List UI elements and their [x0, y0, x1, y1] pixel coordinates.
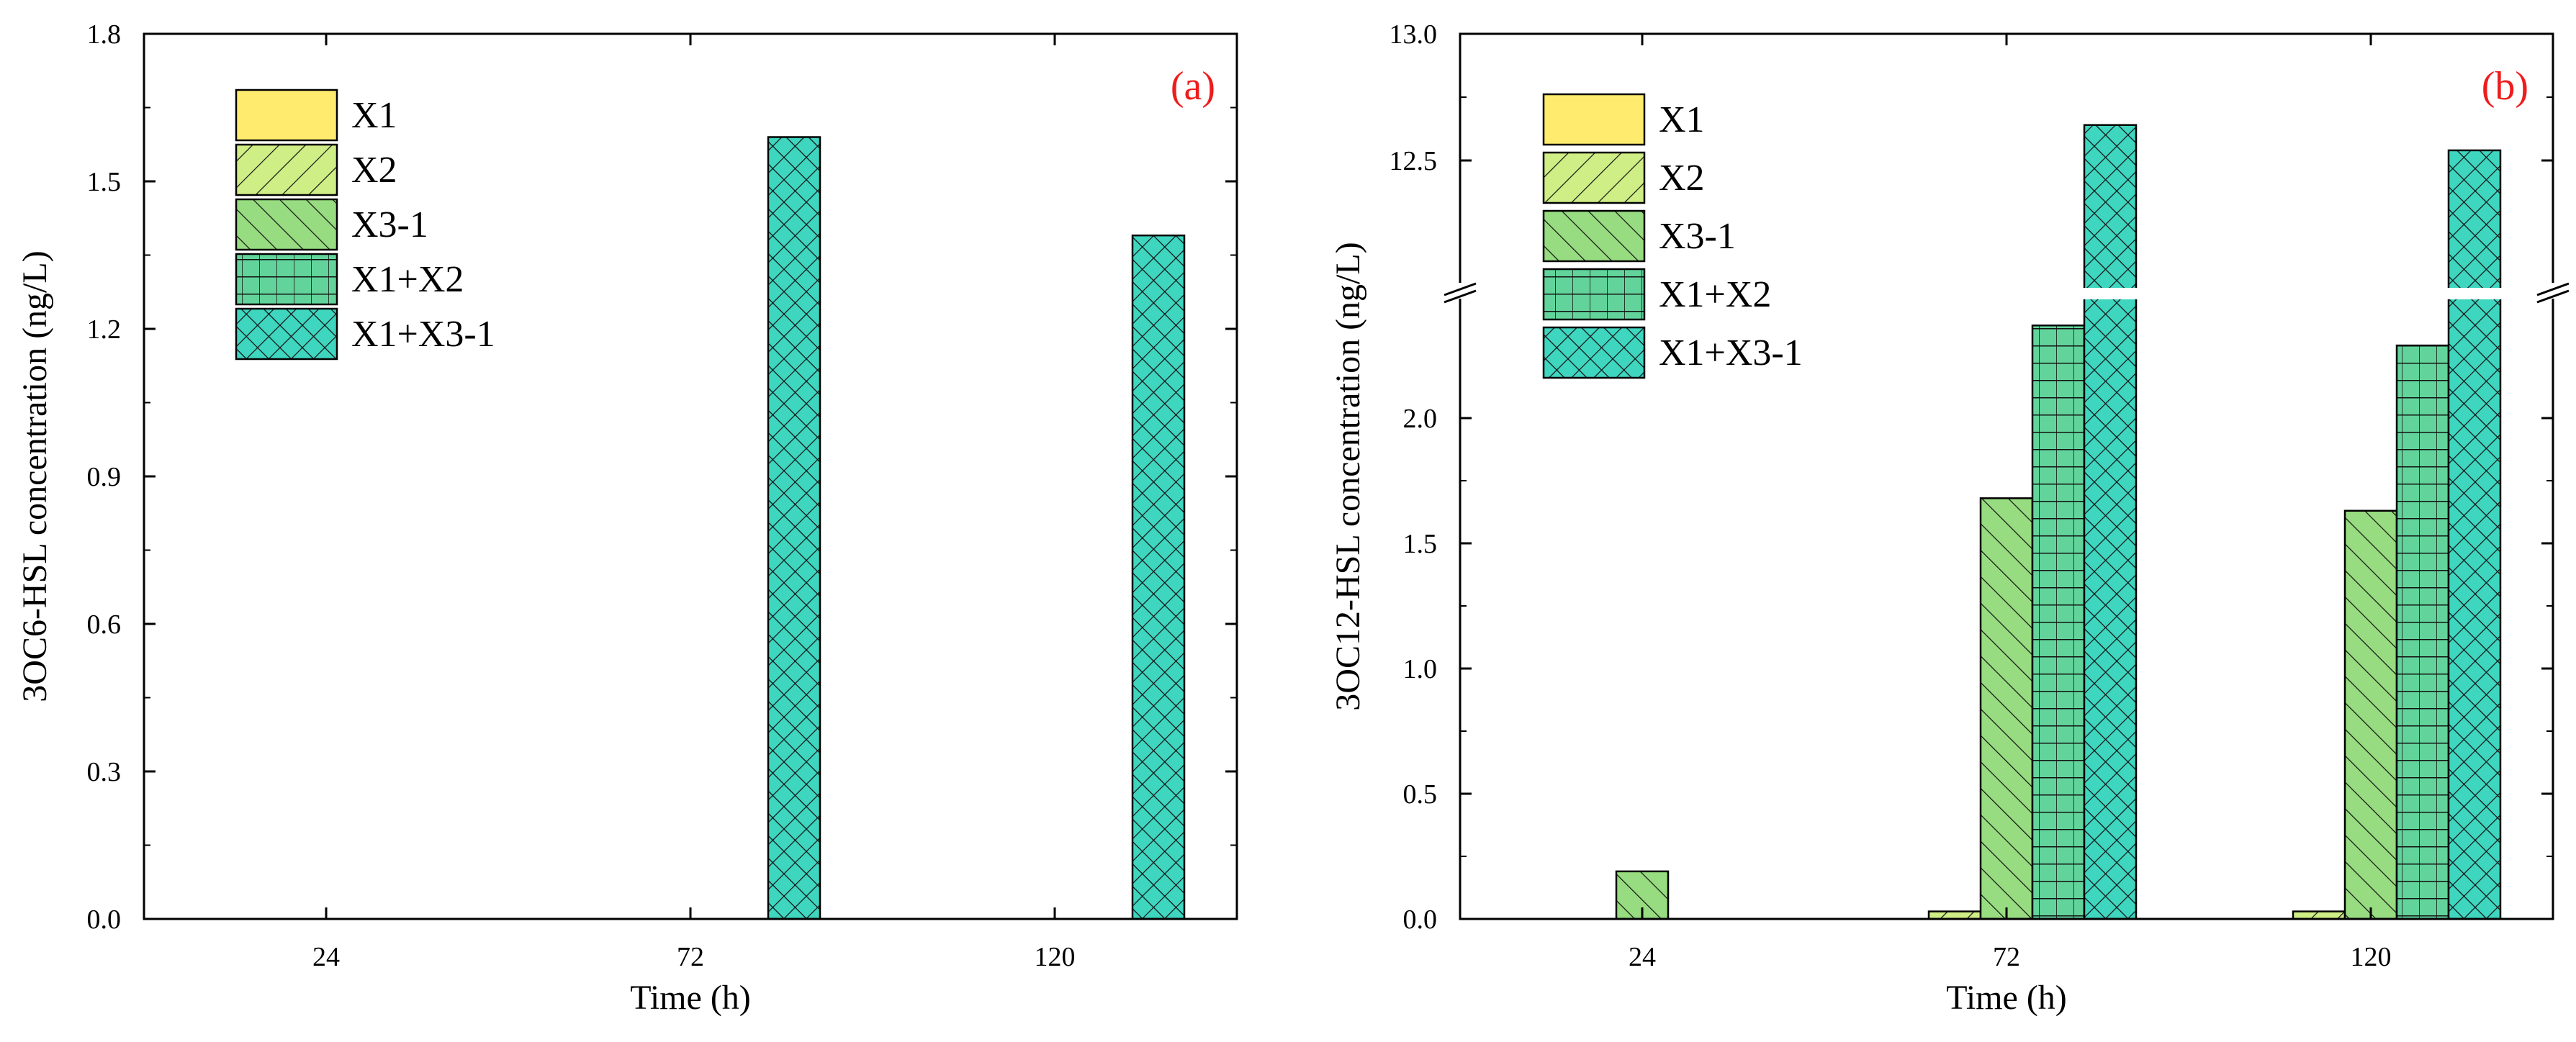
- legend-swatch-x1-x3-1: [1542, 326, 1646, 379]
- panel-a-ytick: 0.0: [87, 905, 122, 935]
- panel-a-xtick: 120: [1035, 942, 1076, 972]
- panel-b-bar-x3-1-120: [2343, 509, 2398, 920]
- legend-label-x3-1: X3-1: [351, 204, 428, 245]
- legend-label-x1-x3-1: X1+X3-1: [351, 314, 495, 355]
- panel-a-legend: X1 X2 X3-1 X1+X2 X1+X3-1: [235, 89, 495, 361]
- legend-label-x1-x2: X1+X2: [351, 259, 464, 300]
- panel-b-ytick: 1.5: [1403, 529, 1438, 559]
- panel-b-break-mark-right: [2536, 282, 2570, 296]
- panel-a-ytick: 0.9: [87, 462, 122, 492]
- panel-b-ytick: 0.5: [1403, 779, 1438, 810]
- panel-b: 0.0 0.5 1.0 1.5 2.0 12.5 13.0 24 72 120 …: [1329, 19, 2570, 1017]
- panel-a-ticks: [144, 32, 1237, 920]
- panel-b-break-mark-left: [1444, 282, 1477, 296]
- legend-swatch-x3-1: [1542, 209, 1646, 263]
- panel-b-break-mark-right: [2536, 289, 2570, 304]
- panel-b-ticks: [1460, 32, 2553, 920]
- panel-a-xtick: 24: [312, 942, 340, 972]
- panel-b-bar-break-gap: [2081, 288, 2139, 299]
- panel-a-bar-x1-x3-1-120: [1131, 234, 1186, 920]
- legend-swatch-x1-x3-1: [235, 307, 338, 361]
- legend-label-x1: X1: [1659, 99, 1705, 140]
- panel-b-bar-x2-72: [1927, 910, 1982, 920]
- panel-b-ylabel: 3OC12-HSL concentration (ng/L): [1329, 242, 1367, 710]
- legend-label-x2: X2: [351, 150, 397, 191]
- panel-a-xtick: 72: [677, 942, 704, 972]
- panel-a-xlabel: Time (h): [630, 979, 751, 1017]
- panel-a-bar-x1-x3-1-72: [767, 136, 821, 920]
- panel-a-label: (a): [1171, 64, 1215, 109]
- panel-b-xlabel: Time (h): [1946, 979, 2067, 1017]
- panel-b-bars: [1615, 124, 2503, 920]
- panel-b-bar-x2-120: [2292, 910, 2346, 920]
- legend-swatch-x1: [1542, 93, 1646, 146]
- legend-swatch-x2: [235, 143, 338, 196]
- panel-a-ytick: 0.6: [87, 610, 122, 640]
- panel-b-ytick: 0.0: [1403, 905, 1438, 935]
- panel-b-legend: X1 X2 X3-1 X1+X2 X1+X3-1: [1542, 93, 1803, 379]
- legend-label-x3-1: X3-1: [1659, 216, 1736, 257]
- panel-b-ytick: 1.0: [1403, 654, 1438, 684]
- panel-a-bars: [767, 136, 1186, 920]
- panel-b-xtick: 72: [1993, 942, 2020, 972]
- panel-b-xtick: 24: [1629, 942, 1656, 972]
- panel-b-break-mark-left: [1444, 289, 1477, 304]
- panel-a-ytick: 1.8: [87, 19, 122, 50]
- legend-swatch-x1-x2: [235, 253, 338, 306]
- panel-b-ytick: 12.5: [1390, 146, 1438, 176]
- panel-b-xtick: 120: [2351, 942, 2392, 972]
- panel-b-axis-break: [1444, 282, 2570, 304]
- panel-b-bar-x1-x3-1-72: [2083, 124, 2138, 920]
- legend-swatch-x1: [235, 89, 338, 142]
- panel-b-bar-break-gap: [2446, 288, 2503, 299]
- panel-a-ylabel: 3OC6-HSL concentration (ng/L): [16, 250, 54, 702]
- panel-b-bar-x3-1-72: [1979, 497, 2034, 920]
- panel-b-bar-x1-x2-72: [2031, 324, 2086, 920]
- panel-b-bar-x1-x3-1-120: [2447, 149, 2502, 920]
- panel-b-ytick: 13.0: [1390, 19, 1438, 50]
- panel-a-ytick: 1.2: [87, 314, 122, 345]
- panel-a: 0.0 0.3 0.6 0.9 1.2 1.5 1.8 24 72 120 Ti…: [16, 19, 1238, 1017]
- panel-a-ytick: 0.3: [87, 757, 122, 787]
- legend-swatch-x3-1: [235, 198, 338, 251]
- legend-label-x1-x2: X1+X2: [1659, 274, 1771, 315]
- legend-label-x1: X1: [351, 95, 397, 136]
- legend-swatch-x2: [1542, 151, 1646, 204]
- panel-b-label: (b): [2482, 64, 2528, 109]
- panel-a-ytick: 1.5: [87, 167, 122, 197]
- legend-label-x2: X2: [1659, 158, 1705, 199]
- panel-b-bar-x1-x2-120: [2395, 344, 2450, 920]
- legend-swatch-x1-x2: [1542, 268, 1646, 321]
- legend-label-x1-x3-1: X1+X3-1: [1659, 332, 1803, 373]
- panel-b-ytick: 2.0: [1403, 404, 1438, 434]
